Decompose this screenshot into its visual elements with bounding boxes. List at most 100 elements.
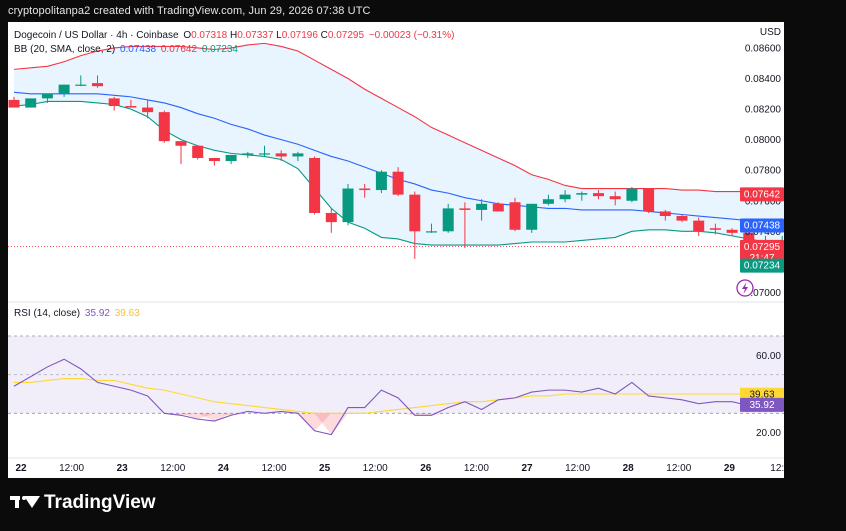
time-axis-label: 12:00 [59, 463, 84, 474]
candle[interactable] [392, 167, 404, 197]
candle-body [309, 157, 321, 213]
rsi-oversold-fill [398, 413, 432, 416]
candle[interactable] [442, 203, 454, 233]
candle[interactable] [509, 197, 521, 232]
misc [736, 279, 754, 297]
time-axis-label: 28 [623, 463, 635, 474]
rsi-value: 35.92 [84, 308, 110, 319]
candle-body [292, 153, 304, 157]
candle-body [676, 216, 688, 221]
ohlc-value-h: 0.07337 [237, 30, 274, 41]
rsi-oversold-fill [314, 413, 348, 435]
bb-upper-badge-bg [740, 187, 784, 202]
change-value: −0.00023 (−0.31%) [368, 30, 455, 41]
bb-upper-value: 0.07642 [160, 44, 198, 55]
time-axis-label: 12:00 [464, 463, 489, 474]
candle[interactable] [559, 190, 571, 203]
ohlc-key-h: H [227, 30, 238, 41]
lightning-icon[interactable] [736, 279, 754, 297]
candle[interactable] [58, 84, 70, 97]
candle[interactable] [359, 183, 371, 198]
bb-label: BB (20, SMA, close, 2) [14, 44, 116, 55]
last-price-badge-bg [740, 239, 784, 265]
candle[interactable] [476, 199, 488, 221]
candle[interactable] [275, 150, 287, 162]
candle[interactable] [693, 217, 705, 236]
candle[interactable] [626, 187, 638, 203]
candle-body [225, 154, 237, 162]
candle[interactable] [609, 191, 621, 206]
rsi-line [13, 358, 784, 436]
bb-upper-badge-text: 0.07642 [744, 189, 781, 200]
bb-upper-line [13, 42, 784, 194]
candle-body [142, 107, 154, 113]
tradingview-logo[interactable]: TradingView [10, 492, 156, 514]
candle[interactable] [542, 194, 554, 206]
bb-mid-badge-text: 0.07438 [744, 221, 781, 232]
candle[interactable] [225, 154, 237, 165]
time-axis-label: 12:0 [770, 463, 784, 474]
time-axis-label: 12:00 [363, 463, 388, 474]
rsi-legend[interactable]: RSI (14, close) 35.92 39.63 [14, 308, 142, 319]
candle[interactable] [409, 191, 421, 259]
rsi-label: RSI (14, close) [14, 308, 81, 319]
candle[interactable] [292, 151, 304, 162]
candle[interactable] [8, 96, 20, 108]
candle[interactable] [459, 202, 471, 249]
candle[interactable] [208, 157, 220, 166]
rsi-pane [8, 335, 784, 436]
bb-lower-badge-bg [740, 258, 784, 273]
candle[interactable] [41, 93, 53, 103]
candle[interactable] [242, 151, 254, 158]
candle[interactable] [142, 99, 154, 119]
candle[interactable] [342, 183, 354, 226]
candle[interactable] [309, 156, 321, 215]
candle-body [542, 199, 554, 204]
candle[interactable] [492, 202, 504, 212]
candle-body [659, 211, 671, 217]
rsi-badge-text: 35.92 [749, 400, 774, 411]
candle[interactable] [676, 214, 688, 223]
candle-body [242, 153, 254, 155]
candle-body [192, 145, 204, 158]
price-axis-label: 0.08200 [745, 105, 782, 116]
candle-body [208, 157, 220, 162]
lightning-icon-bolt [742, 282, 748, 294]
chart-area[interactable]: 0.08600 0.08400 0.08200 0.08000 0.07800 0.076… [8, 22, 784, 478]
candle[interactable] [259, 145, 270, 157]
candle[interactable] [325, 208, 337, 233]
candle[interactable] [709, 223, 721, 235]
candle[interactable] [158, 110, 170, 143]
candle-body [175, 141, 187, 146]
candle[interactable] [25, 98, 37, 108]
candle[interactable] [125, 99, 137, 108]
candle[interactable] [92, 75, 103, 88]
ohlc-value-l: 0.07196 [281, 30, 318, 41]
candle-body [58, 84, 70, 94]
bb-mid-badge: 0.07438 [740, 218, 784, 233]
candle[interactable] [192, 145, 204, 160]
candle[interactable] [576, 191, 588, 201]
candle[interactable] [643, 188, 655, 213]
symbol-title: Dogecoin / US Dollar · 4h · Coinbase [14, 30, 179, 41]
candle[interactable] [526, 203, 538, 233]
chart-canvas[interactable]: 0.08600 0.08400 0.08200 0.08000 0.07800 0.076… [8, 22, 784, 478]
rsi-oversold-fill [297, 413, 332, 431]
symbol-legend[interactable]: Dogecoin / US Dollar · 4h · Coinbase O0.… [14, 30, 456, 41]
candle[interactable] [426, 223, 437, 233]
candle[interactable] [375, 170, 387, 194]
time-axis-label: 26 [420, 463, 432, 474]
candle[interactable] [659, 209, 671, 221]
time-axis-label: 23 [117, 463, 129, 474]
candle[interactable] [108, 96, 120, 111]
bb-legend[interactable]: BB (20, SMA, close, 2) 0.07438 0.07642 0… [14, 44, 240, 55]
candle-body [626, 188, 638, 201]
time-axis-label: 12:00 [666, 463, 691, 474]
candle[interactable] [175, 141, 187, 165]
candle[interactable] [593, 190, 604, 200]
time-axis-label: 12:00 [261, 463, 286, 474]
candle[interactable] [726, 228, 738, 236]
price-axis-label: 0.07600 [745, 196, 782, 207]
candle[interactable] [75, 75, 87, 87]
